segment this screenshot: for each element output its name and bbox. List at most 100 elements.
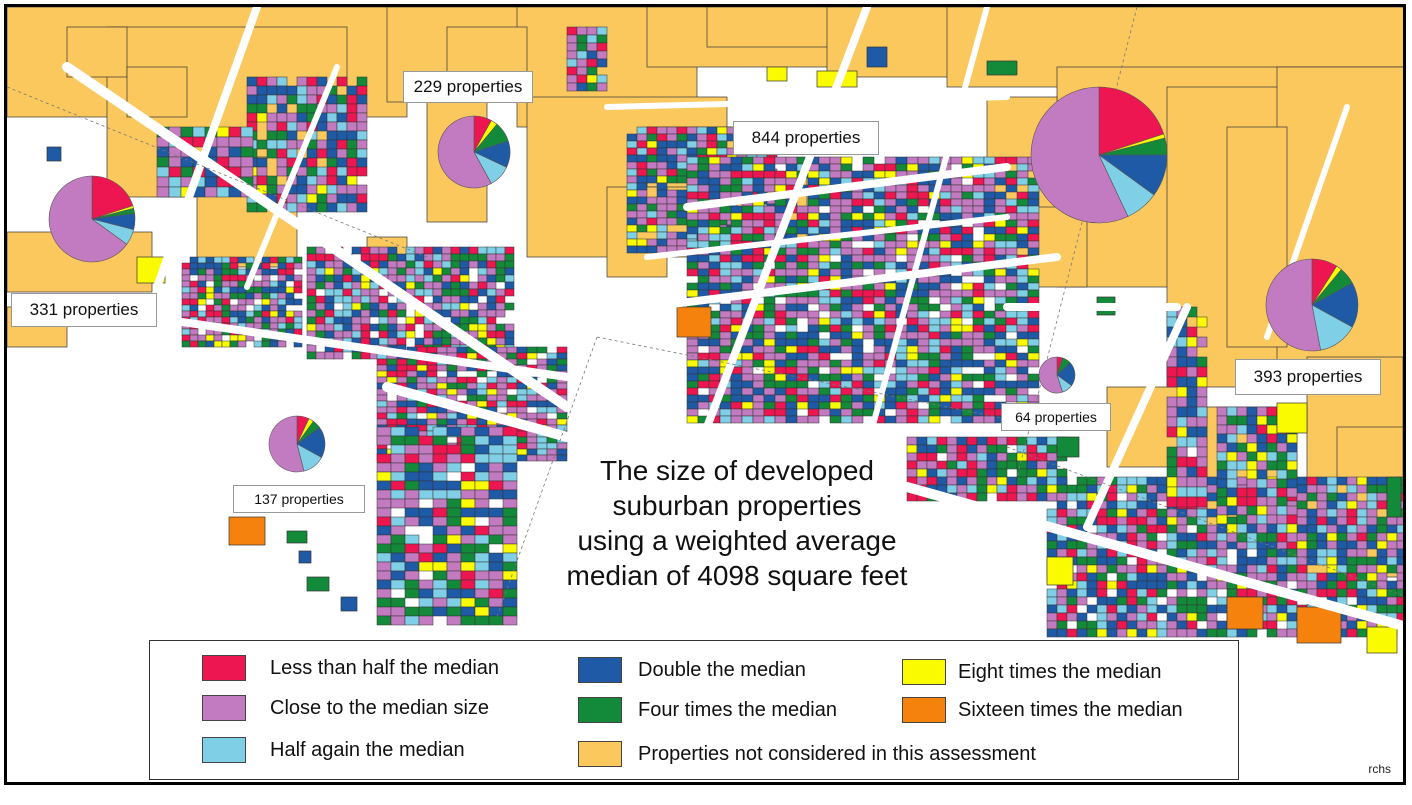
parcel bbox=[884, 401, 897, 410]
parcel bbox=[1276, 523, 1288, 534]
parcel bbox=[719, 331, 732, 340]
parcel bbox=[796, 296, 809, 305]
parcel bbox=[1346, 500, 1358, 510]
parcel bbox=[456, 418, 468, 426]
parcel bbox=[1276, 478, 1288, 489]
parcel bbox=[277, 268, 287, 276]
parcel bbox=[1226, 460, 1238, 471]
parcel bbox=[450, 281, 461, 290]
parcel bbox=[840, 261, 853, 270]
parcel bbox=[1316, 476, 1328, 486]
parcel bbox=[829, 191, 842, 200]
parcel bbox=[895, 401, 908, 410]
parcel bbox=[656, 231, 668, 240]
parcel bbox=[774, 359, 787, 368]
parcel bbox=[873, 247, 886, 256]
parcel bbox=[976, 444, 988, 454]
parcel bbox=[730, 233, 743, 242]
parcel bbox=[1186, 466, 1198, 478]
parcel bbox=[1196, 466, 1208, 478]
parcel bbox=[1266, 442, 1278, 453]
parcel bbox=[1226, 487, 1238, 498]
parcel bbox=[1116, 524, 1128, 534]
parcel bbox=[504, 253, 515, 262]
parcel bbox=[1336, 532, 1348, 542]
parcel bbox=[917, 282, 930, 291]
parcel bbox=[939, 212, 952, 221]
parcel bbox=[1246, 424, 1258, 435]
parcel bbox=[983, 373, 996, 382]
parcel bbox=[926, 444, 938, 454]
parcel bbox=[950, 191, 963, 200]
parcel bbox=[495, 260, 506, 269]
parcel bbox=[261, 268, 271, 276]
parcel bbox=[237, 340, 247, 348]
parcel bbox=[884, 191, 897, 200]
parcel bbox=[446, 507, 462, 518]
parcel bbox=[441, 267, 452, 276]
parcel bbox=[884, 261, 897, 270]
parcel bbox=[994, 226, 1007, 235]
parcel bbox=[917, 366, 930, 375]
pie-slice bbox=[268, 415, 305, 473]
parcel bbox=[928, 254, 941, 263]
parcel bbox=[418, 489, 434, 500]
parcel bbox=[376, 462, 392, 473]
parcel bbox=[1346, 588, 1358, 598]
parcel bbox=[796, 226, 809, 235]
parcel bbox=[324, 260, 335, 269]
parcel bbox=[356, 94, 368, 105]
parcel bbox=[306, 157, 318, 168]
parcel bbox=[221, 310, 231, 318]
parcel bbox=[1386, 556, 1398, 566]
parcel bbox=[1076, 508, 1088, 518]
parcel bbox=[1186, 580, 1198, 590]
parcel bbox=[466, 382, 478, 390]
parcel bbox=[851, 331, 864, 340]
parcel bbox=[376, 406, 388, 414]
parcel bbox=[1016, 198, 1029, 207]
road-layer bbox=[7, 7, 1403, 632]
parcel bbox=[180, 166, 194, 178]
parcel bbox=[459, 260, 470, 269]
parcel bbox=[1336, 476, 1348, 486]
parcel bbox=[972, 184, 985, 193]
parcel bbox=[763, 366, 776, 375]
parcel bbox=[840, 303, 853, 312]
parcel bbox=[774, 170, 787, 179]
parcel bbox=[1096, 572, 1108, 582]
parcel bbox=[1046, 612, 1058, 622]
parcel bbox=[851, 296, 864, 305]
parcel bbox=[741, 345, 754, 354]
parcel bbox=[873, 296, 886, 305]
parcel bbox=[1376, 564, 1388, 574]
parcel bbox=[376, 400, 388, 408]
parcel bbox=[488, 489, 504, 500]
parcel bbox=[432, 246, 443, 255]
parcel bbox=[336, 175, 348, 186]
parcel bbox=[1346, 532, 1358, 542]
parcel bbox=[468, 309, 479, 318]
parcel bbox=[1396, 604, 1403, 614]
parcel bbox=[1336, 556, 1348, 566]
parcel bbox=[396, 337, 407, 346]
parcel bbox=[316, 148, 328, 159]
parcel bbox=[752, 205, 765, 214]
parcel bbox=[730, 268, 743, 277]
parcel bbox=[1005, 219, 1018, 228]
parcel bbox=[253, 280, 263, 288]
parcel bbox=[336, 130, 348, 141]
parcel bbox=[873, 233, 886, 242]
parcel bbox=[1356, 596, 1368, 606]
parcel bbox=[807, 296, 820, 305]
parcel bbox=[928, 233, 941, 242]
parcel bbox=[474, 552, 490, 563]
parcel bbox=[156, 186, 170, 198]
parcel bbox=[829, 205, 842, 214]
parcel bbox=[818, 394, 831, 403]
parcel bbox=[504, 330, 515, 339]
parcel bbox=[895, 345, 908, 354]
parcel bbox=[730, 261, 743, 270]
parcel bbox=[333, 267, 344, 276]
parcel bbox=[213, 340, 223, 348]
